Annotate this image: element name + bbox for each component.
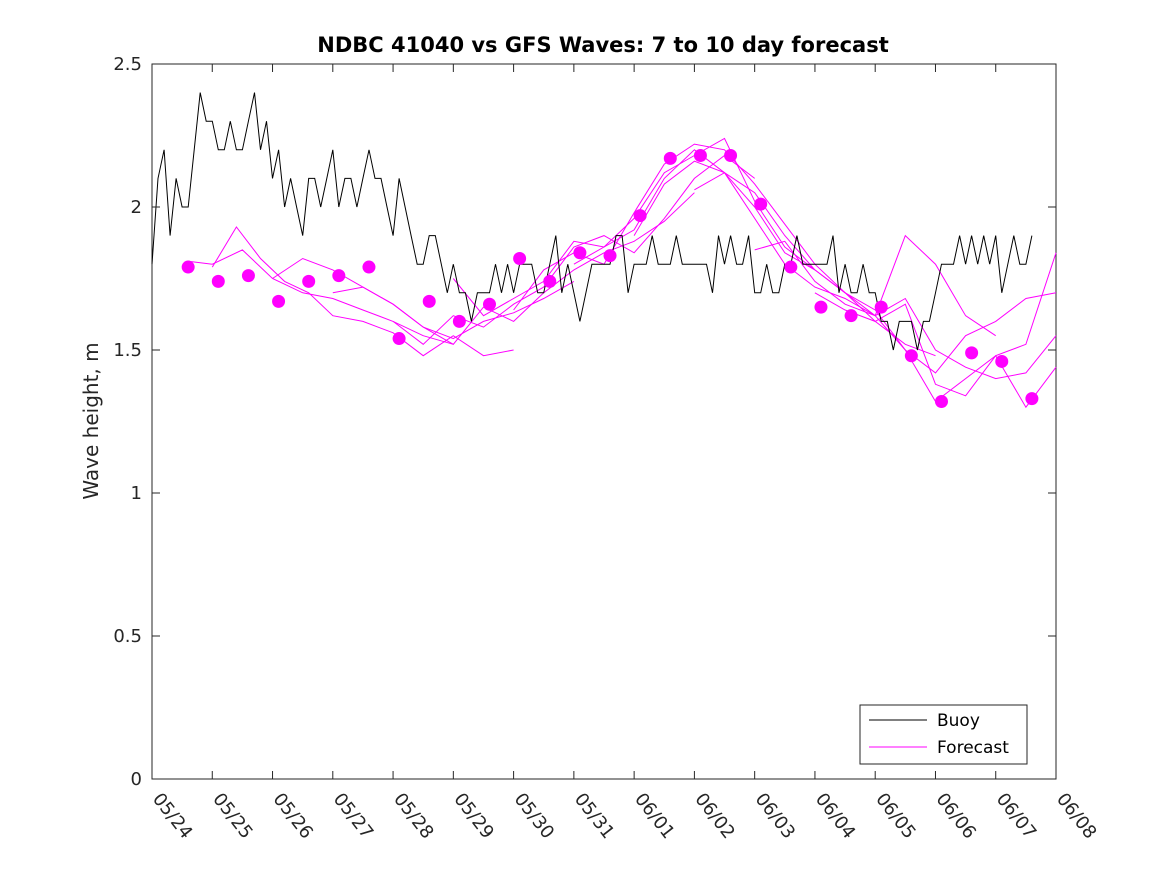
legend-buoy-label: Buoy [937, 711, 980, 731]
forecast-point [934, 394, 948, 408]
chart-title: NDBC 41040 vs GFS Waves: 7 to 10 day for… [317, 33, 888, 57]
x-tick-label: 06/07 [992, 789, 1040, 843]
forecast-point [995, 354, 1009, 368]
legend-box [859, 704, 1028, 765]
forecast-point [362, 260, 376, 274]
forecast-track [694, 172, 1057, 374]
forecast-point [724, 149, 738, 163]
forecast-track [452, 149, 816, 317]
x-tick-label: 05/26 [269, 789, 317, 843]
forecast-point [844, 309, 858, 323]
y-tick-label: 0.5 [113, 626, 142, 647]
forecast-point [784, 260, 798, 274]
forecast-track [633, 160, 996, 337]
y-tick-label: 1 [131, 483, 142, 504]
forecast-point [543, 274, 557, 288]
forecast-point [392, 332, 406, 346]
y-axis: 0 0.5 1 1.5 2 2.5 [113, 54, 1056, 790]
x-tick-label: 05/30 [510, 789, 558, 843]
y-tick-label: 0 [131, 769, 142, 790]
forecast-point [693, 149, 707, 163]
x-tick-label: 06/01 [630, 789, 678, 843]
x-tick-label: 05/25 [208, 789, 256, 843]
forecast-point [904, 349, 918, 363]
x-tick-label: 06/06 [932, 789, 980, 843]
forecast-point [814, 300, 828, 314]
forecast-point [513, 251, 527, 265]
forecast-point [482, 297, 496, 311]
forecast-point [603, 249, 617, 263]
x-tick-label: 06/08 [1052, 789, 1100, 843]
forecast-point [211, 274, 225, 288]
forecast-track [188, 249, 454, 345]
x-tick-label: 06/05 [871, 789, 919, 843]
forecast-point [452, 314, 466, 328]
y-tick-label: 1.5 [113, 340, 142, 361]
x-tick-label: 05/27 [329, 789, 377, 843]
x-tick-label: 06/04 [811, 789, 859, 843]
forecast-point [874, 300, 888, 314]
forecast-point [633, 209, 647, 223]
forecast-point [965, 346, 979, 360]
forecast-point [272, 294, 286, 308]
forecast-track [392, 154, 756, 345]
legend: Buoy Forecast [859, 704, 1028, 765]
x-tick-label: 05/31 [570, 789, 618, 843]
forecast-point [241, 269, 255, 283]
forecast-point [181, 260, 195, 274]
legend-forecast-label: Forecast [937, 738, 1009, 758]
y-tick-label: 2 [131, 197, 142, 218]
buoy-series-line [151, 92, 1033, 351]
forecast-track [211, 226, 514, 357]
x-tick-label: 05/28 [389, 789, 437, 843]
forecast-track [754, 240, 1057, 380]
forecast-point [754, 197, 768, 211]
y-axis-label: Wave height, m [79, 342, 103, 499]
forecast-track [332, 192, 695, 345]
forecast-point [1025, 392, 1039, 406]
forecast-point [332, 269, 346, 283]
forecast-markers [181, 149, 1039, 408]
forecast-point [422, 294, 436, 308]
y-tick-label: 2.5 [113, 54, 142, 75]
x-tick-label: 05/24 [148, 789, 196, 843]
forecast-point [663, 151, 677, 165]
x-tick-label: 06/03 [751, 789, 799, 843]
forecast-track [874, 315, 1057, 409]
buoy-line [151, 92, 1033, 351]
plot-frame [151, 63, 1057, 780]
x-tick-label: 05/29 [449, 789, 497, 843]
forecast-point [302, 274, 316, 288]
x-tick-label: 06/02 [690, 789, 738, 843]
forecast-point [573, 246, 587, 260]
